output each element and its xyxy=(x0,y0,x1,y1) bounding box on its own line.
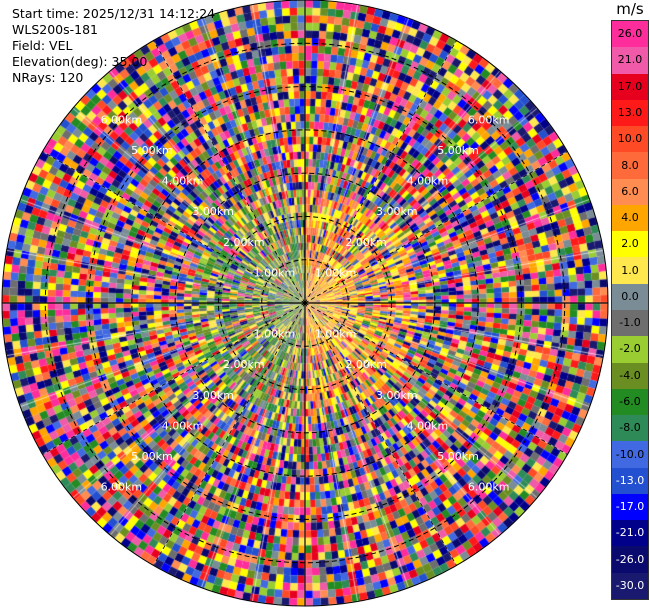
range-ring-label: 6.00km xyxy=(101,481,143,494)
colorbar: 26.0 21.0 17.0 13.0 10.0 8.0 6.0 4.0 2.0 1.0 0.0 -1… xyxy=(611,20,649,600)
range-ring-label: 2.00km xyxy=(345,358,387,371)
range-ring-label: 5.00km xyxy=(131,450,173,463)
colorbar-segment xyxy=(612,21,648,48)
range-ring xyxy=(88,86,522,520)
start-time-text: Start time: 2025/12/31 14:12:24 xyxy=(12,6,216,21)
colorbar-segment xyxy=(612,152,648,180)
range-ring-label: 1.00km xyxy=(315,266,357,279)
colorbar-tick-label: -30.0 xyxy=(615,578,645,592)
range-ring-label: 2.00km xyxy=(223,358,265,371)
range-ring-label: 2.00km xyxy=(345,236,387,249)
range-ring-label: 4.00km xyxy=(407,175,449,188)
range-ring xyxy=(217,215,393,391)
colorbar-tick-label: 13.0 xyxy=(617,105,643,119)
colorbar-segment xyxy=(612,441,648,469)
colorbar-segment xyxy=(612,415,648,442)
range-ring-label: 6.00km xyxy=(101,113,143,126)
range-ring-label: 6.00km xyxy=(468,113,510,126)
range-ring-label: 3.00km xyxy=(192,389,234,402)
range-ring-label: 5.00km xyxy=(437,450,479,463)
colorbar-tick-label: -13.0 xyxy=(615,473,645,487)
colorbar-segment xyxy=(612,520,648,547)
colorbar-tick-label: 17.0 xyxy=(617,79,643,93)
instrument-name: WLS200s-181 xyxy=(12,22,98,37)
colorbar-tick-label: -17.0 xyxy=(615,500,645,514)
colorbar-segment xyxy=(612,362,648,390)
colorbar-segment xyxy=(612,310,648,337)
colorbar-segment xyxy=(612,546,648,574)
azimuth-spoke xyxy=(304,302,568,455)
colorbar-tick-label: 6.0 xyxy=(621,184,639,198)
colorbar-tick-label: 26.0 xyxy=(617,27,643,41)
colorbar-tick-label: -4.0 xyxy=(619,368,641,382)
colorbar-segment xyxy=(612,126,648,153)
colorbar-segment xyxy=(612,47,648,75)
colorbar-segment xyxy=(612,283,648,311)
colorbar-segment xyxy=(612,257,648,285)
range-ring-label: 1.00km xyxy=(315,328,357,341)
range-ring xyxy=(44,42,566,564)
range-ring-label: 3.00km xyxy=(376,205,418,218)
range-ring-label: 1.00km xyxy=(254,266,296,279)
colorbar-tick-label: -21.0 xyxy=(615,526,645,540)
colorbar-unit: m/s xyxy=(616,0,644,18)
range-ring-label: 4.00km xyxy=(407,419,449,432)
colorbar-tick-label: -2.0 xyxy=(619,342,641,356)
colorbar-segment xyxy=(612,493,648,521)
colorbar-segment xyxy=(612,99,648,127)
colorbar-tick-label: 1.0 xyxy=(621,263,639,277)
range-ring-label: 3.00km xyxy=(192,205,234,218)
outer-ring xyxy=(1,0,609,607)
colorbar-tick-label: -6.0 xyxy=(619,394,641,408)
azimuth-spoke xyxy=(304,40,457,304)
colorbar-tick-label: -1.0 xyxy=(619,316,641,330)
azimuth-spoke xyxy=(153,302,306,566)
colorbar-segment xyxy=(612,178,648,206)
colorbar-tick-label: 4.0 xyxy=(621,211,639,225)
range-ring xyxy=(131,129,479,477)
colorbar-segment xyxy=(612,336,648,364)
colorbar-tick-label: -8.0 xyxy=(619,421,641,435)
range-ring-label: 4.00km xyxy=(162,175,204,188)
colorbar-tick-label: 0.0 xyxy=(621,289,639,303)
range-ring xyxy=(174,172,436,434)
azimuth-spoke xyxy=(304,302,457,566)
colorbar-segment xyxy=(612,467,648,495)
range-ring-label: 4.00km xyxy=(162,419,204,432)
range-ring-label: 5.00km xyxy=(437,144,479,157)
colorbar-tick-label: 10.0 xyxy=(617,132,643,146)
colorbar-tick-label: 2.0 xyxy=(621,237,639,251)
colorbar-tick-label: 21.0 xyxy=(617,53,643,67)
field-text: Field: VEL xyxy=(12,38,73,53)
colorbar-tick-label: 8.0 xyxy=(621,158,639,172)
colorbar-tick-label: -10.0 xyxy=(615,447,645,461)
colorbar-segment xyxy=(612,572,648,600)
colorbar-segment xyxy=(612,73,648,101)
colorbar-tick-label: -26.0 xyxy=(615,552,645,566)
range-ring-label: 1.00km xyxy=(254,328,296,341)
azimuth-spoke xyxy=(42,302,306,455)
azimuth-spoke xyxy=(42,151,306,304)
scan-info: Start time: 2025/12/31 14:12:24 WLS200s-… xyxy=(12,6,215,86)
range-ring xyxy=(261,259,349,347)
colorbar-segment xyxy=(612,231,648,258)
elevation-text: Elevation(deg): 35.00 xyxy=(12,54,148,69)
nrays-text: NRays: 120 xyxy=(12,70,84,85)
range-ring-label: 3.00km xyxy=(376,389,418,402)
range-ring-label: 5.00km xyxy=(131,144,173,157)
azimuth-spoke xyxy=(304,151,568,304)
colorbar-segment xyxy=(612,204,648,232)
azimuth-spoke xyxy=(153,40,306,304)
range-ring-label: 2.00km xyxy=(223,236,265,249)
range-ring-label: 6.00km xyxy=(468,481,510,494)
colorbar-segment xyxy=(612,388,648,416)
